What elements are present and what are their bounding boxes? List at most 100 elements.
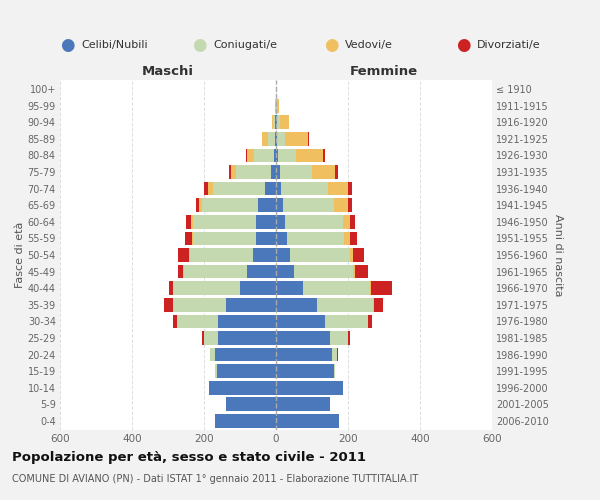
Bar	[348, 331, 350, 344]
Bar	[334, 364, 335, 378]
Bar	[193, 232, 256, 245]
Bar	[280, 166, 312, 179]
Bar	[334, 198, 348, 212]
Bar	[335, 166, 338, 179]
Text: Celibi/Nubili: Celibi/Nubili	[81, 40, 148, 50]
Bar	[256, 215, 276, 228]
Bar	[368, 314, 372, 328]
Bar	[247, 148, 254, 162]
Y-axis label: Fasce di età: Fasce di età	[14, 222, 25, 288]
Bar	[330, 331, 348, 344]
Bar	[204, 182, 208, 196]
Bar	[202, 198, 258, 212]
Bar	[284, 132, 308, 145]
Bar	[218, 331, 276, 344]
Bar	[265, 182, 276, 196]
Bar	[204, 331, 218, 344]
Bar	[275, 116, 276, 129]
Bar	[373, 298, 374, 312]
Bar	[229, 166, 231, 179]
Bar	[215, 364, 217, 378]
Bar	[371, 282, 392, 295]
Bar	[332, 348, 337, 362]
Y-axis label: Anni di nascita: Anni di nascita	[553, 214, 563, 296]
Text: Maschi: Maschi	[142, 64, 194, 78]
Bar	[215, 414, 276, 428]
Bar	[348, 182, 352, 196]
Bar	[296, 148, 323, 162]
Bar	[337, 348, 338, 362]
Bar	[325, 314, 368, 328]
Bar	[276, 265, 294, 278]
Bar	[276, 132, 277, 145]
Bar	[253, 248, 276, 262]
Bar	[276, 198, 283, 212]
Bar	[353, 265, 355, 278]
Bar	[317, 298, 373, 312]
Bar	[294, 265, 353, 278]
Text: ●: ●	[192, 36, 206, 54]
Bar	[276, 215, 285, 228]
Bar	[276, 182, 281, 196]
Bar	[355, 265, 368, 278]
Bar	[186, 215, 191, 228]
Bar	[276, 166, 280, 179]
Text: Coniugati/e: Coniugati/e	[213, 40, 277, 50]
Bar	[217, 364, 276, 378]
Bar	[184, 265, 247, 278]
Bar	[348, 198, 352, 212]
Text: ●: ●	[324, 36, 338, 54]
Bar	[274, 116, 275, 129]
Bar	[276, 298, 317, 312]
Bar	[213, 182, 265, 196]
Bar	[208, 182, 213, 196]
Bar	[328, 182, 348, 196]
Bar	[247, 265, 276, 278]
Bar	[177, 314, 218, 328]
Bar	[276, 348, 332, 362]
Bar	[287, 232, 344, 245]
Bar	[178, 265, 184, 278]
Bar	[271, 166, 276, 179]
Bar	[276, 248, 290, 262]
Bar	[285, 215, 343, 228]
Bar	[173, 314, 177, 328]
Bar	[169, 282, 173, 295]
Bar	[191, 215, 193, 228]
Bar	[256, 232, 276, 245]
Bar	[276, 414, 339, 428]
Bar	[190, 248, 253, 262]
Bar	[262, 132, 268, 145]
Text: Vedovi/e: Vedovi/e	[345, 40, 393, 50]
Bar	[308, 132, 309, 145]
Bar	[277, 99, 278, 112]
Bar	[226, 398, 276, 411]
Bar	[178, 248, 189, 262]
Bar	[312, 166, 335, 179]
Bar	[258, 198, 276, 212]
Bar	[173, 282, 240, 295]
Bar	[277, 116, 280, 129]
Bar	[276, 314, 325, 328]
Bar	[236, 166, 271, 179]
Bar	[344, 232, 350, 245]
Bar	[276, 364, 334, 378]
Bar	[283, 198, 334, 212]
Bar	[370, 282, 371, 295]
Bar	[211, 348, 215, 362]
Bar	[209, 381, 276, 394]
Bar	[323, 148, 325, 162]
Bar	[277, 132, 284, 145]
Text: Femmine: Femmine	[350, 64, 418, 78]
Text: Divorziati/e: Divorziati/e	[477, 40, 541, 50]
Bar	[350, 248, 353, 262]
Bar	[343, 215, 350, 228]
Bar	[276, 398, 330, 411]
Bar	[275, 132, 276, 145]
Bar	[274, 148, 276, 162]
Bar	[276, 99, 277, 112]
Bar	[240, 282, 276, 295]
Bar	[189, 248, 190, 262]
Bar	[350, 232, 357, 245]
Text: ●: ●	[60, 36, 74, 54]
